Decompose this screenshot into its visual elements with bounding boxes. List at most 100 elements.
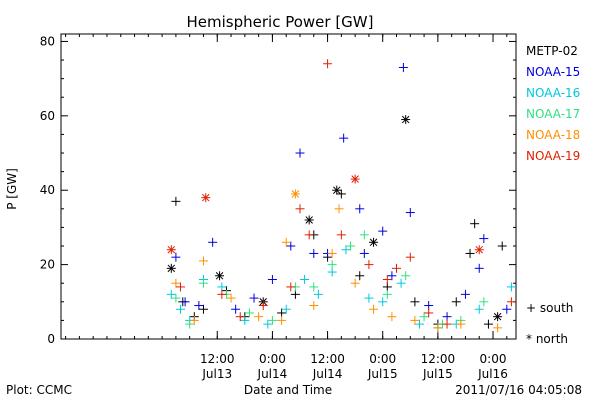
south-point — [350, 278, 360, 288]
south-point — [240, 315, 250, 325]
south-point — [309, 301, 319, 311]
south-point — [479, 234, 489, 244]
y-tick-label: 0 — [47, 332, 55, 346]
y-axis-label: P [GW] — [5, 168, 19, 210]
south-point — [424, 308, 434, 318]
footer-timestamp: 2011/07/16 04:05:08 — [455, 383, 582, 397]
south-point — [198, 278, 208, 288]
south-point — [336, 189, 346, 199]
north-point — [369, 237, 379, 247]
south-point — [286, 282, 296, 292]
south-point — [198, 304, 208, 314]
south-point — [378, 297, 388, 307]
south-point — [336, 230, 346, 240]
south-point — [198, 256, 208, 266]
x-tick-label-date: Jul14 — [257, 367, 288, 381]
x-tick-label-time: 12:00 — [200, 352, 235, 366]
south-point — [479, 297, 489, 307]
x-tick-label-date: Jul14 — [312, 367, 343, 381]
south-point — [323, 59, 333, 69]
south-point — [410, 315, 420, 325]
south-point — [267, 315, 277, 325]
x-axis-label: Date and Time — [244, 383, 332, 397]
north-point — [215, 271, 225, 281]
south-point — [369, 304, 379, 314]
legend-entry: NOAA-16 — [526, 86, 580, 100]
south-point — [277, 315, 287, 325]
south-point — [327, 248, 337, 258]
south-point — [387, 312, 397, 322]
south-point — [355, 204, 365, 214]
north-point — [166, 245, 176, 255]
south-point — [171, 293, 181, 303]
north-point — [290, 189, 300, 199]
chart-title: Hemispheric Power [GW] — [187, 13, 374, 31]
south-point — [506, 282, 516, 292]
south-point — [171, 196, 181, 206]
south-point — [474, 263, 484, 273]
plot-area — [60, 33, 517, 340]
south-point — [396, 278, 406, 288]
south-point — [263, 319, 273, 329]
legend-entry: NOAA-19 — [526, 149, 580, 163]
south-point — [483, 319, 493, 329]
footer-credit: Plot: CCMC — [6, 383, 72, 397]
south-point — [185, 319, 195, 329]
south-point — [497, 241, 507, 251]
y-tick-label: 40 — [40, 183, 55, 197]
south-point — [506, 297, 516, 307]
south-point — [281, 237, 291, 247]
north-point — [350, 174, 360, 184]
south-point — [474, 304, 484, 314]
south-point — [410, 297, 420, 307]
south-point — [171, 278, 181, 288]
south-point — [309, 248, 319, 258]
south-point — [286, 241, 296, 251]
data-points — [166, 59, 516, 333]
south-point — [401, 271, 411, 281]
south-point — [217, 289, 227, 299]
marker-legend-south: + south — [526, 301, 573, 315]
south-point — [249, 293, 259, 303]
south-point — [304, 230, 314, 240]
south-point — [231, 304, 241, 314]
legend-entry: NOAA-18 — [526, 128, 580, 142]
south-point — [254, 312, 264, 322]
x-tick-label-time: 12:00 — [421, 352, 456, 366]
south-point — [414, 319, 424, 329]
south-point — [470, 219, 480, 229]
legend-entry: NOAA-17 — [526, 107, 580, 121]
south-point — [451, 297, 461, 307]
south-point — [378, 226, 388, 236]
south-point — [166, 289, 176, 299]
south-point — [300, 274, 310, 284]
x-tick-label-time: 12:00 — [310, 352, 345, 366]
north-point — [166, 263, 176, 273]
plot-frame — [60, 33, 517, 340]
y-tick-label: 80 — [40, 34, 55, 48]
north-point — [401, 115, 411, 125]
x-tick-label-time: 0:00 — [259, 352, 286, 366]
north-point — [493, 312, 503, 322]
north-point — [332, 185, 342, 195]
south-point — [341, 245, 351, 255]
south-point — [364, 260, 374, 270]
south-point — [334, 204, 344, 214]
south-point — [313, 289, 323, 299]
south-point — [355, 271, 365, 281]
south-point — [433, 323, 443, 333]
south-point — [189, 315, 199, 325]
y-tick-label: 20 — [40, 258, 55, 272]
south-point — [267, 274, 277, 284]
x-tick-label-time: 0:00 — [480, 352, 507, 366]
x-tick-label-date: Jul15 — [422, 367, 453, 381]
x-tick-label-time: 0:00 — [369, 352, 396, 366]
south-point — [493, 323, 503, 333]
south-point — [175, 282, 185, 292]
south-point — [339, 133, 349, 143]
south-point — [295, 204, 305, 214]
marker-legend-north: * north — [526, 332, 568, 346]
y-axis: 0 20 40 60 80 — [40, 34, 516, 346]
south-point — [235, 312, 245, 322]
